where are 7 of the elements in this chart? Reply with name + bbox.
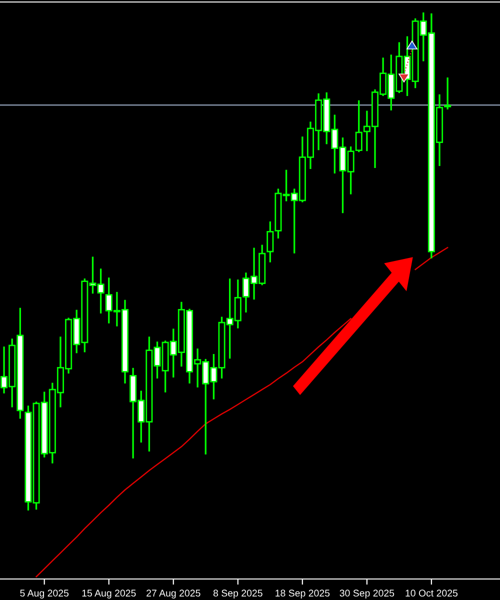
x-tick-label: 18 Sep 2025 bbox=[276, 590, 330, 598]
x-tick-label: 8 Sep 2025 bbox=[213, 590, 262, 598]
x-tick-label: 30 Sep 2025 bbox=[340, 590, 394, 598]
x-tick-label: 15 Aug 2025 bbox=[82, 590, 136, 598]
x-tick-label: 27 Aug 2025 bbox=[146, 590, 200, 598]
x-tick-label: 5 Aug 2025 bbox=[20, 590, 69, 598]
x-tick-label: 10 Oct 2025 bbox=[406, 590, 458, 597]
